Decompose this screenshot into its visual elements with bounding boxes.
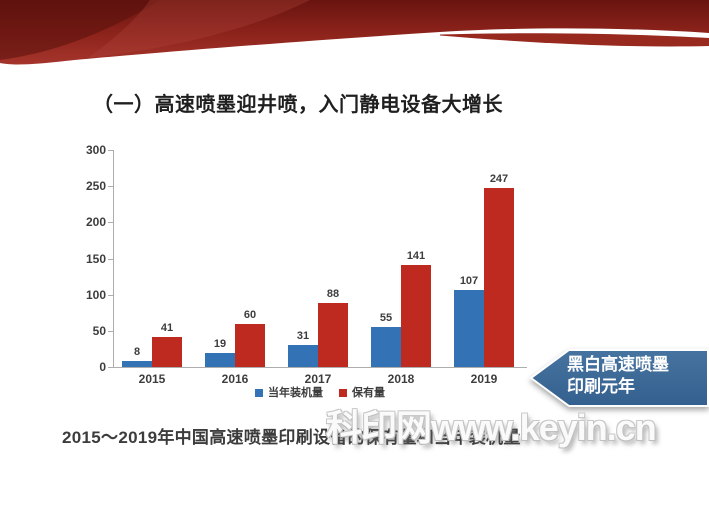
bar-value-label: 141 (406, 250, 426, 262)
bar-value-label: 19 (213, 338, 227, 351)
banner-main-swoosh (0, 0, 709, 65)
installed-bar (205, 353, 235, 367)
y-tick-label: 50 (92, 323, 106, 338)
y-tick-mark (108, 330, 113, 332)
y-tick-mark (108, 367, 113, 368)
legend-swatch-icon (255, 389, 263, 397)
bar-value-label: 41 (160, 322, 174, 335)
ownership-bar (318, 303, 348, 367)
bar-value-label: 60 (243, 308, 257, 321)
y-tick-mark (108, 294, 113, 296)
y-tick-label: 100 (85, 287, 106, 302)
legend-item: 当年装机量 (255, 386, 323, 399)
x-category-label: 2019 (470, 372, 498, 386)
installed-bar (371, 327, 401, 367)
y-tick-mark (108, 222, 113, 224)
callout-arrow-banner: 黑白高速喷墨 印刷元年 (529, 347, 709, 409)
bar-value-label: 55 (379, 312, 393, 325)
installed-bar (288, 344, 318, 367)
installed-bar (454, 289, 484, 367)
y-tick-label: 150 (85, 251, 106, 266)
chart-legend: 当年装机量 保有量 (113, 386, 527, 400)
ownership-bar (484, 188, 514, 367)
bar-value-label: 8 (133, 346, 141, 359)
x-category-label: 2017 (304, 372, 332, 386)
bar-value-label: 247 (489, 173, 509, 186)
legend-label: 当年装机量 (268, 386, 323, 399)
y-tick-label: 200 (85, 215, 106, 230)
header-banner-graphic (0, 0, 709, 65)
y-tick-mark (108, 258, 113, 260)
ownership-bar (401, 265, 431, 367)
banner-white-line (440, 29, 709, 37)
ownership-bar (152, 337, 182, 367)
callout-text: 黑白高速喷墨 印刷元年 (567, 354, 669, 398)
legend-label: 保有量 (352, 386, 385, 399)
x-category-label: 2015 (138, 372, 166, 386)
x-category-label: 2018 (387, 372, 415, 386)
y-tick-label: 250 (85, 179, 106, 194)
y-tick-mark (108, 186, 113, 188)
callout-line2: 印刷元年 (567, 377, 635, 396)
slide-title: （一）高速喷墨迎井喷，入门静电设备大增长 (93, 94, 503, 116)
watermark: 科印网www.keyin.cn (326, 407, 657, 448)
chart-caption: 2015～2019年中国高速喷墨印刷设备的保有量和当年装机量 (62, 428, 521, 447)
banner-light-streak (88, 0, 310, 58)
y-tick-mark (108, 150, 113, 151)
x-category-label: 2016 (221, 372, 249, 386)
x-axis-line (113, 367, 527, 368)
callout-line1: 黑白高速喷墨 (567, 355, 669, 374)
bar-value-label: 31 (296, 329, 310, 342)
legend-swatch-icon (339, 389, 347, 397)
installed-bar (122, 361, 152, 367)
y-tick-label: 300 (85, 143, 106, 157)
bar-value-label: 88 (326, 288, 340, 301)
banner-dark-corner (0, 0, 160, 60)
banner-lower-strip (440, 33, 709, 47)
legend-item: 保有量 (339, 386, 385, 399)
y-tick-label: 0 (99, 360, 106, 374)
y-axis-line (113, 150, 114, 367)
bar-value-label: 107 (459, 274, 479, 287)
ownership-bar (235, 323, 265, 367)
left-arrow-shape (529, 349, 709, 407)
